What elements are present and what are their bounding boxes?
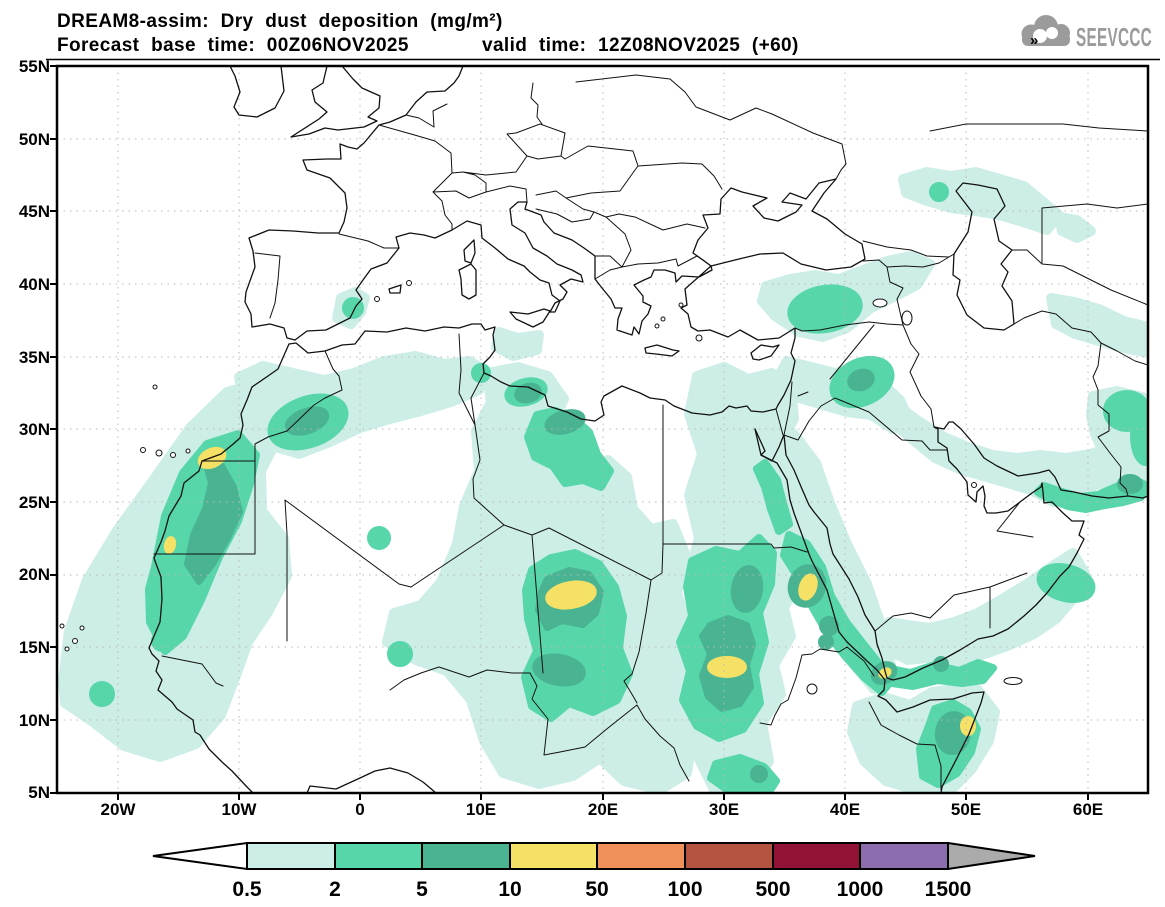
lon-label: 60E: [1073, 800, 1103, 819]
colorbar-cell: [246, 842, 336, 870]
colorbar-over-arrow: [947, 841, 1036, 871]
logo-text: SEEVCCC: [1076, 22, 1152, 52]
lon-label: 30E: [709, 800, 739, 819]
lat-label: 55N: [19, 57, 50, 76]
valid-time: valid time: 12Z08NOV2025 (+60): [482, 35, 799, 56]
lon-label: 40E: [830, 800, 860, 819]
colorbar-tick: 0.5: [232, 878, 262, 901]
colorbar-tick: 100: [667, 878, 702, 901]
colorbar-under-arrow: [152, 841, 248, 871]
colorbar-tick: 5: [416, 878, 428, 901]
lakes: [806, 298, 913, 695]
colorbar-tick: 1000: [837, 878, 884, 901]
colorbar-cell: [684, 842, 774, 870]
coastlines: [59, 66, 1148, 793]
lat-label: 35N: [19, 348, 50, 367]
latitude-axis: 55N 50N 45N 40N 35N 30N 25N 20N 15N 10N …: [19, 57, 50, 802]
coast-black-sea: [692, 178, 866, 271]
country-borders: [153, 74, 1148, 791]
lon-label: 20W: [101, 800, 137, 819]
seevccc-logo: » SEEVCCC: [1021, 15, 1152, 52]
colorbar-cell: [859, 842, 949, 870]
lon-label: 0: [355, 800, 364, 819]
lat-label: 20N: [19, 565, 50, 584]
colorbar-labels: 0.5 2 5 10 50 100 500 1000 1500: [232, 878, 971, 901]
islands: [59, 239, 1023, 685]
lat-label: 50N: [19, 130, 50, 149]
lat-label: 25N: [19, 493, 50, 512]
colorbar-tick: 1500: [925, 878, 972, 901]
borders-europe: [254, 74, 847, 319]
lon-label: 50E: [951, 800, 981, 819]
colorbar-cell: [596, 842, 686, 870]
colorbar-tick: 50: [585, 878, 608, 901]
axis-ticks: [50, 65, 1089, 800]
colorbar-cell: [509, 842, 598, 870]
lon-label: 20E: [588, 800, 618, 819]
coast-mediterranean-north: [288, 201, 796, 422]
coast-caspian-sea: [952, 182, 1015, 331]
colorbar-cell: [334, 842, 423, 870]
colorbar-tick: 2: [329, 878, 341, 901]
lon-label: 10W: [222, 800, 258, 819]
lat-label: 30N: [19, 420, 50, 439]
borders-middle-east: [775, 123, 1148, 632]
colorbar-cell: [772, 842, 861, 870]
colorbar-cell: [421, 842, 511, 870]
figure-title: DREAM8-assim: Dry dust deposition (mg/m²…: [57, 11, 503, 32]
lat-label: 5N: [28, 783, 50, 802]
map-panel: [50, 64, 1150, 800]
forecast-base-time: Forecast base time: 00Z06NOV2025: [57, 35, 409, 56]
lat-label: 45N: [19, 202, 50, 221]
lat-label: 15N: [19, 638, 50, 657]
coast-africa-west: [148, 343, 437, 793]
lat-label: 10N: [19, 711, 50, 730]
colorbar: 0.5 2 5 10 50 100 500 1000 1500: [152, 841, 1036, 901]
longitude-axis: 20W 10W 0 10E 20E 30E 40E 50E 60E: [101, 800, 1104, 819]
borders-africa: [153, 333, 942, 791]
coast-red-sea-horn: [754, 428, 985, 793]
coast-british-isles: [229, 66, 381, 138]
cloud-chevrons-icon: »: [1030, 32, 1038, 49]
lon-label: 10E: [466, 800, 496, 819]
colorbar-tick: 10: [498, 878, 521, 901]
colorbar-tick: 500: [755, 878, 790, 901]
graticule: [57, 66, 1148, 793]
dust-shading: [58, 167, 1148, 793]
coast-arabia-gulf-iran: [754, 421, 1148, 681]
cloud-icon: [1021, 15, 1070, 46]
coast-atlantic-europe: [244, 66, 464, 341]
lat-label: 40N: [19, 275, 50, 294]
dust-level-5-10: [184, 368, 1143, 783]
